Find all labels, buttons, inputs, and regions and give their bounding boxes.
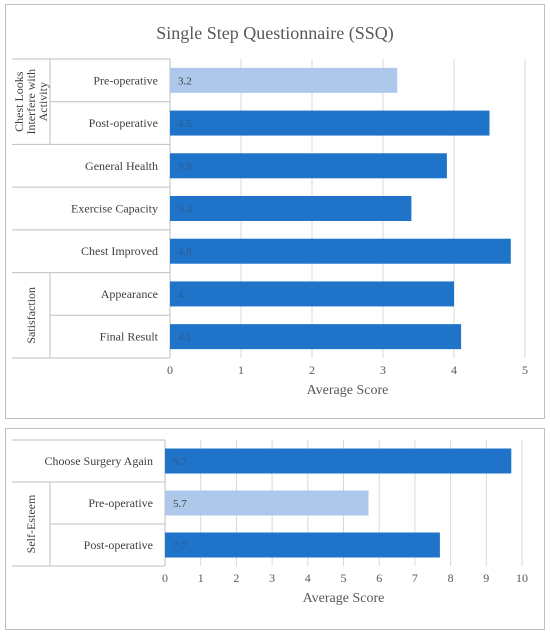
x-axis-label: Average Score [303,591,385,606]
group-label-line: Activity [36,82,50,121]
bar [165,448,512,474]
category-label: Pre-operative [93,73,158,87]
chart-title: Single Step Questionnaire (SSQ) [156,23,394,43]
data-label: 4.5 [178,118,192,130]
x-tick-label: 10 [516,571,528,585]
x-tick-label: 1 [198,571,204,585]
group-label-line: Interfere with [24,69,38,135]
category-label: Exercise Capacity [71,202,158,216]
x-tick-label: 2 [233,571,239,585]
data-label: 3.2 [178,75,192,87]
group-label-line: Self-Esteem [24,494,38,553]
bar [170,153,447,179]
category-label: Chest Improved [81,244,158,258]
group-label: Self-Esteem [24,494,38,553]
category-label: General Health [85,159,158,173]
data-label: 7.7 [173,540,187,552]
group-label: Chest LooksInterfere withActivity [12,69,50,135]
data-label: 4.8 [178,246,192,258]
x-tick-label: 9 [483,571,489,585]
x-tick-label: 0 [167,363,173,377]
x-axis-label: Average Score [307,383,389,398]
bar [170,281,454,307]
bar [170,67,398,93]
data-label: 3.9 [178,161,192,173]
x-tick-label: 3 [269,571,275,585]
x-tick-label: 7 [412,571,418,585]
data-label: 4.1 [178,332,192,344]
x-tick-label: 5 [341,571,347,585]
group-label: Satisfaction [24,287,38,344]
bar [170,238,511,264]
bar [170,110,490,136]
bar [170,196,412,221]
category-label: Post-operative [84,538,153,552]
category-label: Pre-operative [88,496,153,510]
x-tick-label: 2 [309,363,315,377]
category-label: Appearance [101,287,158,301]
x-tick-label: 4 [451,363,457,377]
x-tick-label: 3 [380,363,386,377]
data-label: 9.7 [173,456,187,468]
x-tick-label: 4 [305,571,311,585]
group-label-line: Chest Looks [12,71,26,132]
data-label: 3.4 [178,204,192,216]
bar [165,532,440,558]
bar [170,324,462,350]
group-label-line: Satisfaction [24,287,38,344]
x-tick-label: 5 [522,363,528,377]
x-tick-label: 1 [238,363,244,377]
category-label: Final Result [100,330,159,344]
x-tick-label: 6 [376,571,382,585]
category-label: Choose Surgery Again [45,454,153,468]
x-tick-label: 0 [162,571,168,585]
bar [165,490,369,516]
data-label: 4 [178,289,184,301]
x-tick-label: 8 [448,571,454,585]
category-label: Post-operative [89,116,158,130]
data-label: 5.7 [173,498,187,510]
